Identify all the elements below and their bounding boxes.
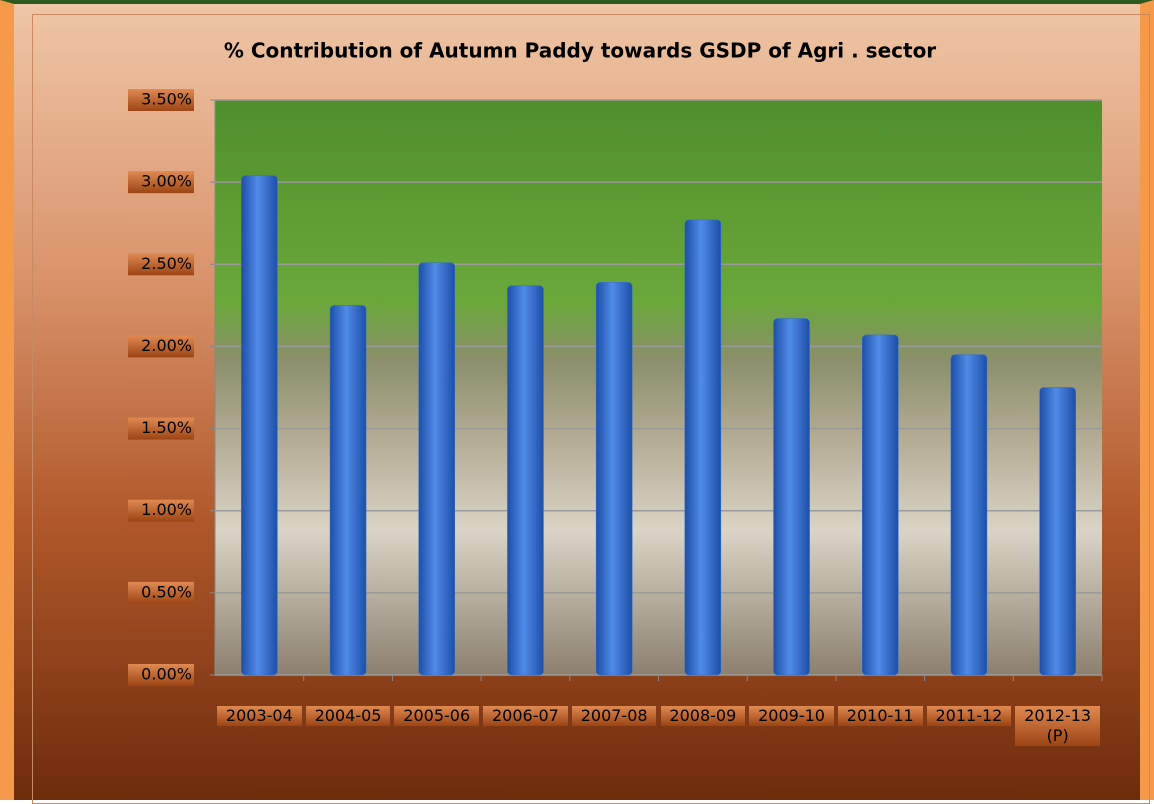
bar bbox=[684, 219, 722, 676]
x-tick-label: 2003-04 bbox=[217, 706, 302, 726]
y-tick-label: 1.50% bbox=[141, 418, 192, 437]
y-tick-label: 0.00% bbox=[141, 665, 192, 684]
bar bbox=[773, 318, 810, 676]
y-tick-label-box bbox=[128, 581, 194, 604]
x-tick-label: 2010-11 bbox=[837, 706, 923, 726]
x-tick-label: 2006-07 bbox=[483, 706, 568, 726]
y-tick-label: 2.50% bbox=[141, 254, 192, 273]
y-tick-label: 2.00% bbox=[141, 336, 192, 355]
x-tick-label: 2012-13 (P) bbox=[1015, 706, 1100, 746]
bar bbox=[595, 282, 633, 676]
y-tick-label-box bbox=[128, 664, 194, 686]
chart-title: % Contribution of Autumn Paddy towards G… bbox=[224, 39, 936, 63]
bar bbox=[329, 305, 367, 676]
y-tick-label: 1.00% bbox=[141, 500, 192, 519]
y-tick-label-box bbox=[128, 499, 194, 522]
y-tick-label: 3.50% bbox=[141, 90, 192, 109]
x-tick-label: 2009-10 bbox=[749, 706, 834, 726]
bar bbox=[950, 354, 988, 676]
y-tick-label: 0.50% bbox=[141, 582, 192, 601]
x-tick-label: 2004-05 bbox=[305, 706, 391, 726]
bar bbox=[241, 175, 278, 676]
bar bbox=[1039, 387, 1076, 676]
y-tick-label-box bbox=[128, 89, 194, 111]
x-tick-label: 2005-06 bbox=[394, 706, 480, 726]
x-tick-label: 2011-12 bbox=[926, 706, 1012, 726]
x-tick-label: 2008-09 bbox=[660, 706, 746, 726]
x-tick-label: 2007-08 bbox=[571, 706, 657, 726]
bar bbox=[418, 262, 455, 676]
bar bbox=[862, 334, 899, 676]
y-tick-label-box bbox=[128, 171, 194, 194]
y-tick-label-box bbox=[128, 417, 194, 440]
bar bbox=[507, 285, 544, 676]
y-tick-label: 3.00% bbox=[141, 172, 192, 191]
y-tick-label-box bbox=[128, 253, 194, 276]
y-tick-label-box bbox=[128, 335, 194, 358]
